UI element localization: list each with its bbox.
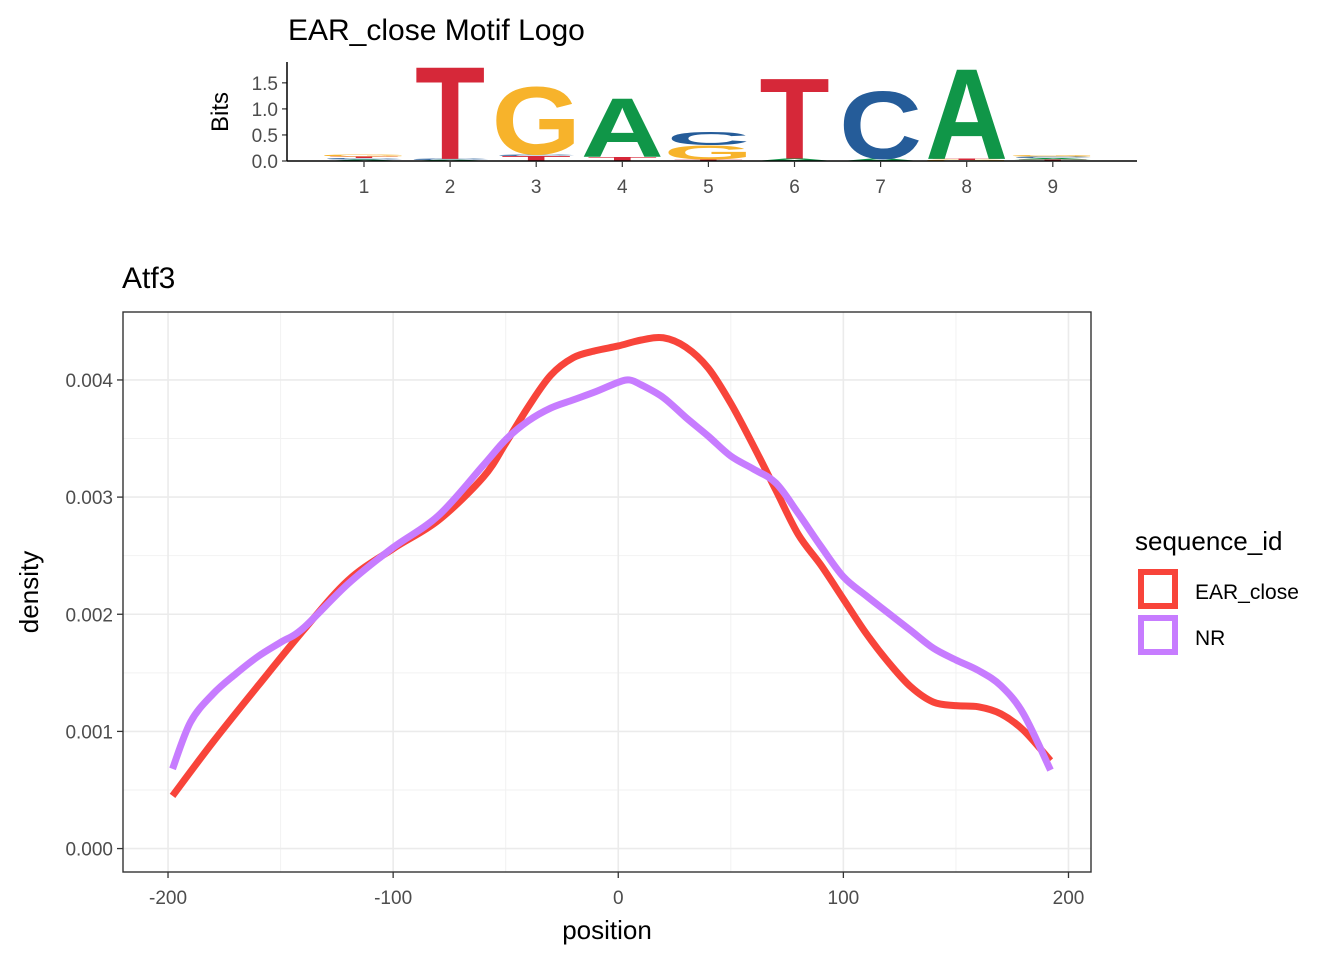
logo-letter-a: A [1011,158,1094,160]
logo-x-tick-label: 8 [961,177,972,198]
logo-letter-g: G [664,141,753,164]
logo-letter-t: T [501,154,571,162]
logo-x-tick-label: 2 [445,177,456,198]
logo-y-axis-label: Bits [207,92,234,132]
logo-y-tick-label: 1.0 [252,100,278,121]
legend: sequence_id EAR_close NR [1135,526,1299,655]
legend-label: EAR_close [1195,581,1299,604]
logo-y-tick-label: 0.5 [252,126,278,147]
logo-x-tick-label: 9 [1048,177,1059,198]
logo-y-tick-label: 1.5 [252,74,278,95]
density-panel-border [122,311,1092,873]
logo-letter-c: C [495,154,578,156]
motif-logo-panel: EAR_close Motif Logo Bits 0.0 0.5 1.0 1.5 A… [207,14,1137,198]
density-panel: Atf3 0.000 0.001 0.002 0.003 0.004 -200 -100 0… [14,262,1092,945]
series-line-nr [169,376,1054,772]
logo-x-tick-label: 5 [703,177,714,198]
legend-items: EAR_close NR [1138,569,1299,655]
logo-letter-g: G [492,68,581,175]
density-x-tick-label: -200 [149,888,187,909]
logo-x-tick-label: 3 [531,177,542,198]
density-y-tick-label: 0.004 [65,371,113,392]
logo-x-tick-label: 1 [359,177,370,198]
density-x-axis-label: position [562,915,652,945]
legend-title: sequence_id [1135,526,1282,556]
density-x-tick-label: 200 [1053,888,1085,909]
density-y-tick-label: 0.001 [65,722,113,743]
density-x-tick-label: 0 [613,888,624,909]
density-y-tick-label: 0.003 [65,488,113,509]
logo-letters: ACTGACTTCGTATGCATACGTATACG [319,40,1097,188]
logo-letter-t: T [932,159,1002,161]
density-x-tick-label: -100 [374,888,412,909]
logo-x-tick-label: 6 [789,177,800,198]
logo-y-ticks: 0.0 0.5 1.0 1.5 [252,74,287,173]
density-x-tick-label: 100 [828,888,860,909]
density-y-axis-label: density [14,551,44,633]
logo-y-tick-label: 0.0 [252,152,278,173]
logo-letter-c: C [409,159,492,161]
logo-letter-a: A [839,158,922,162]
logo-letter-a: A [753,158,836,162]
logo-letter-c: C [667,128,750,149]
density-y-tick-label: 0.000 [65,840,113,861]
series-line-ear-close [169,333,1054,798]
logo-letter-t: T [329,156,399,158]
logo-title: EAR_close Motif Logo [288,14,585,47]
logo-letter-g: G [319,154,408,157]
legend-key [1138,615,1178,655]
density-gridlines [123,312,1091,872]
logo-letter-c: C [323,158,406,160]
logo-letter-c: C [1011,156,1094,158]
logo-letter-a: A [581,81,664,175]
logo-letter-g: G [1008,154,1097,156]
logo-x-ticks: 1 2 3 4 5 6 7 8 9 [359,161,1058,198]
density-x-ticks: -200 -100 0 100 200 [149,872,1084,909]
legend-label: NR [1195,627,1225,650]
density-title: Atf3 [122,262,175,295]
density-series [169,333,1054,798]
legend-key [1138,569,1178,609]
logo-x-tick-label: 4 [617,177,628,198]
density-y-ticks: 0.000 0.001 0.002 0.003 0.004 [65,371,123,861]
density-y-tick-label: 0.002 [65,605,113,626]
logo-x-tick-label: 7 [875,177,886,198]
logo-letter-t: T [587,156,657,163]
